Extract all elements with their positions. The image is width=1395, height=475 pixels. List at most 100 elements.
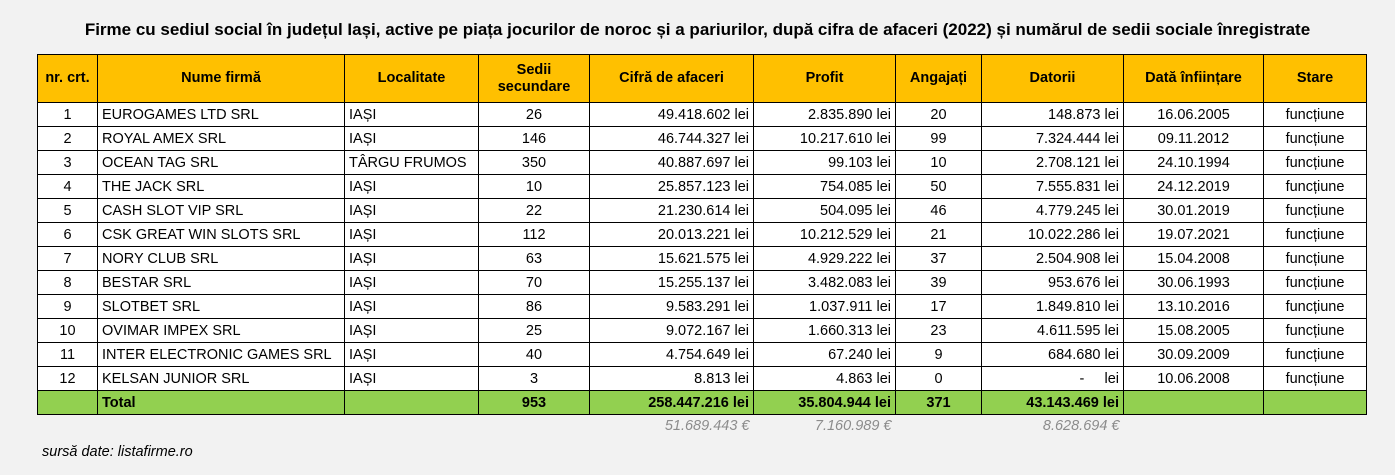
- cell-profit: 504.095 lei: [753, 198, 896, 223]
- total-datorii: 43.143.469 lei: [981, 390, 1124, 415]
- cell-datorii: 4.779.245 lei: [981, 198, 1124, 223]
- table-row: 2 ROYAL AMEX SRL IAȘI 146 46.744.327 lei 10.2…: [37, 126, 1367, 151]
- cell-angajati: 99: [895, 126, 982, 151]
- page-title: Firme cu sediul social în județul Iași, …: [84, 20, 1311, 39]
- cell-cifra: 15.621.575 lei: [589, 246, 754, 271]
- cell-stare: funcțiune: [1263, 342, 1367, 367]
- cell-sedii: 3: [478, 366, 590, 391]
- cell-stare: funcțiune: [1263, 198, 1367, 223]
- cell-nr: 6: [37, 222, 98, 247]
- cell-profit: 1.037.911 lei: [753, 294, 896, 319]
- total-stare: [1263, 390, 1367, 415]
- cell-data: 30.09.2009: [1123, 342, 1264, 367]
- cell-profit: 10.212.529 lei: [753, 222, 896, 247]
- cell-cifra: 4.754.649 lei: [589, 342, 754, 367]
- total-angajati: 371: [895, 390, 982, 415]
- cell-nume: THE JACK SRL: [97, 174, 345, 199]
- cell-profit: 99.103 lei: [753, 150, 896, 175]
- total-nr: [37, 390, 98, 415]
- cell-sedii: 146: [478, 126, 590, 151]
- table-row: 10 OVIMAR IMPEX SRL IAȘI 25 9.072.167 lei 1.6…: [37, 318, 1367, 343]
- cell-sedii: 10: [478, 174, 590, 199]
- cell-angajati: 21: [895, 222, 982, 247]
- table-row: 11 INTER ELECTRONIC GAMES SRL IAȘI 40 4.754.…: [37, 342, 1367, 367]
- cell-nr: 4: [37, 174, 98, 199]
- header-nr: nr. crt.: [37, 54, 98, 103]
- cell-data: 24.10.1994: [1123, 150, 1264, 175]
- cell-stare: funcțiune: [1263, 366, 1367, 391]
- cell-sedii: 350: [478, 150, 590, 175]
- total-sedii: 953: [478, 390, 590, 415]
- cell-sedii: 25: [478, 318, 590, 343]
- header-profit: Profit: [753, 54, 896, 103]
- cell-cifra: 9.583.291 lei: [589, 294, 754, 319]
- cell-angajati: 9: [895, 342, 982, 367]
- cell-data: 10.06.2008: [1123, 366, 1264, 391]
- cell-localitate: IAȘI: [344, 342, 479, 367]
- cell-stare: funcțiune: [1263, 294, 1367, 319]
- eur-cifra: 51.689.443 €: [664, 418, 750, 434]
- header-cifra: Cifră de afaceri: [589, 54, 754, 103]
- cell-datorii: 4.611.595 lei: [981, 318, 1124, 343]
- cell-nume: BESTAR SRL: [97, 270, 345, 295]
- cell-data: 19.07.2021: [1123, 222, 1264, 247]
- cell-data: 09.11.2012: [1123, 126, 1264, 151]
- cell-datorii: 953.676 lei: [981, 270, 1124, 295]
- cell-profit: 4.929.222 lei: [753, 246, 896, 271]
- cell-nr: 11: [37, 342, 98, 367]
- cell-datorii: 148.873 lei: [981, 102, 1124, 127]
- cell-profit: 67.240 lei: [753, 342, 896, 367]
- total-profit: 35.804.944 lei: [753, 390, 896, 415]
- cell-nume: ROYAL AMEX SRL: [97, 126, 345, 151]
- cell-nume: OVIMAR IMPEX SRL: [97, 318, 345, 343]
- cell-cifra: 20.013.221 lei: [589, 222, 754, 247]
- cell-datorii: 2.504.908 lei: [981, 246, 1124, 271]
- total-localitate: [344, 390, 479, 415]
- cell-datorii: 684.680 lei: [981, 342, 1124, 367]
- header-sedii: Sedii secundare: [478, 54, 590, 103]
- header-sedii-line2: secundare: [497, 78, 571, 95]
- cell-localitate: TÂRGU FRUMOS: [344, 150, 479, 175]
- cell-localitate: IAȘI: [344, 294, 479, 319]
- eur-row: 51.689.443 € 7.160.989 € 8.628.694 €: [38, 415, 1367, 438]
- table-row: 5 CASH SLOT VIP SRL IAȘI 22 21.230.614 lei 50…: [37, 198, 1367, 223]
- cell-stare: funcțiune: [1263, 150, 1367, 175]
- table-row: 4 THE JACK SRL IAȘI 10 25.857.123 lei 754.085…: [37, 174, 1367, 199]
- cell-datorii: 7.324.444 lei: [981, 126, 1124, 151]
- header-data: Dată înființare: [1123, 54, 1264, 103]
- header-row: nr. crt. Nume firmă Localitate Sedii secu…: [37, 54, 1367, 103]
- cell-datorii: - lei: [981, 366, 1124, 391]
- cell-sedii: 63: [478, 246, 590, 271]
- cell-angajati: 10: [895, 150, 982, 175]
- header-angajati: Angajați: [895, 54, 982, 103]
- total-label: Total: [97, 390, 345, 415]
- cell-localitate: IAȘI: [344, 126, 479, 151]
- eur-datorii: 8.628.694 €: [1042, 418, 1120, 434]
- cell-angajati: 17: [895, 294, 982, 319]
- source-note: sursă date: listafirme.ro: [42, 444, 193, 460]
- cell-datorii: 10.022.286 lei: [981, 222, 1124, 247]
- cell-nume: KELSAN JUNIOR SRL: [97, 366, 345, 391]
- cell-nume: CASH SLOT VIP SRL: [97, 198, 345, 223]
- cell-nume: SLOTBET SRL: [97, 294, 345, 319]
- cell-sedii: 112: [478, 222, 590, 247]
- cell-localitate: IAȘI: [344, 102, 479, 127]
- cell-nume: INTER ELECTRONIC GAMES SRL: [97, 342, 345, 367]
- cell-angajati: 39: [895, 270, 982, 295]
- cell-stare: funcțiune: [1263, 222, 1367, 247]
- cell-angajati: 46: [895, 198, 982, 223]
- cell-profit: 1.660.313 lei: [753, 318, 896, 343]
- cell-nr: 5: [37, 198, 98, 223]
- cell-cifra: 40.887.697 lei: [589, 150, 754, 175]
- total-row: Total 953 258.447.216 lei 35.804.944 lei…: [37, 390, 1367, 415]
- table-row: 7 NORY CLUB SRL IAȘI 63 15.621.575 lei 4.929.…: [37, 246, 1367, 271]
- cell-stare: funcțiune: [1263, 270, 1367, 295]
- cell-sedii: 26: [478, 102, 590, 127]
- cell-profit: 3.482.083 lei: [753, 270, 896, 295]
- cell-nr: 10: [37, 318, 98, 343]
- header-stare: Stare: [1263, 54, 1367, 103]
- cell-sedii: 22: [478, 198, 590, 223]
- cell-data: 13.10.2016: [1123, 294, 1264, 319]
- cell-data: 24.12.2019: [1123, 174, 1264, 199]
